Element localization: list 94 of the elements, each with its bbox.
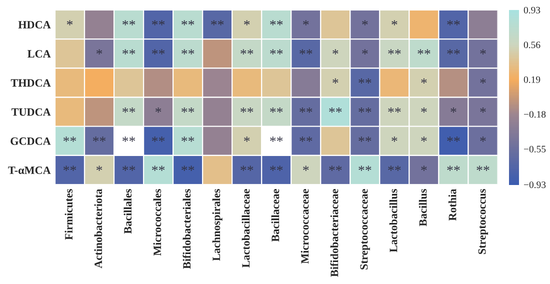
- data-label: *: [244, 20, 250, 26]
- data-label: *: [421, 166, 427, 171]
- data-label: **: [240, 108, 254, 113]
- data-label: **: [388, 49, 401, 54]
- data-label: **: [447, 49, 460, 54]
- data-label: **: [122, 49, 136, 54]
- y-tick-label: T-αMCA: [8, 166, 51, 174]
- x-tick-label: Lactobacillaceae: [242, 189, 250, 268]
- y-tick-label: HDCA: [18, 20, 51, 28]
- color-bar-label: −0.18: [524, 111, 546, 118]
- data-label: *: [480, 108, 486, 113]
- data-label: *: [392, 20, 398, 26]
- data-label: *: [362, 20, 368, 26]
- data-label: *: [421, 78, 427, 84]
- data-label: **: [122, 166, 136, 171]
- data-label: **: [152, 49, 165, 54]
- y-tick-label: GCDCA: [10, 137, 51, 145]
- data-label: **: [182, 136, 194, 142]
- data-label: **: [122, 108, 136, 113]
- data-label: **: [447, 136, 460, 142]
- color-bar-label: 0.19: [524, 76, 540, 83]
- y-tick-label: TUDCA: [12, 108, 51, 116]
- data-label: **: [240, 49, 254, 54]
- data-label: **: [152, 136, 165, 142]
- data-label: *: [156, 108, 162, 113]
- color-bar-label: −0.93: [524, 182, 546, 188]
- data-label: **: [93, 136, 106, 142]
- data-label: *: [421, 108, 427, 113]
- data-label: **: [182, 20, 194, 26]
- x-tick-label: Micrococcales: [153, 189, 162, 256]
- data-label: **: [358, 136, 372, 142]
- data-label: *: [450, 108, 456, 113]
- data-label: **: [329, 108, 342, 113]
- x-tick-label: Bacillus: [418, 189, 427, 226]
- color-bar-label: 0.93: [524, 6, 540, 14]
- x-tick-label: Rothia: [448, 188, 456, 221]
- text: **: [122, 136, 136, 142]
- data-label: **: [358, 78, 372, 84]
- data-label: **: [358, 166, 372, 171]
- data-label: **: [211, 20, 224, 26]
- y-tick-label: LCA: [28, 50, 51, 58]
- data-label: *: [96, 49, 102, 54]
- x-tick-label: Micrococcaceae: [300, 189, 309, 264]
- data-label: **: [270, 20, 283, 26]
- color-bar-label: −0.55: [524, 146, 546, 152]
- x-tick-label: Streptococcus: [478, 189, 488, 254]
- data-label: *: [244, 136, 250, 142]
- data-label: **: [270, 166, 283, 171]
- x-tick-label: Streptococcaceae: [360, 189, 370, 270]
- data-label: **: [240, 166, 254, 171]
- x-tick-label: Bifidobacteriales: [182, 189, 191, 269]
- data-label: *: [332, 49, 338, 54]
- data-label: **: [182, 108, 194, 113]
- color-bar-label: 0.56: [524, 42, 540, 48]
- x-tick-label: Actinobacteriota: [94, 188, 102, 268]
- data-label: *: [303, 166, 309, 171]
- data-label: **: [152, 20, 165, 26]
- y-tick-label: THDCA: [10, 79, 51, 87]
- data-label: **: [122, 20, 136, 26]
- data-label: **: [388, 166, 401, 171]
- data-label: *: [480, 49, 486, 54]
- data-label: *: [421, 136, 427, 142]
- x-tick-label: Bifidobacteriaceae: [330, 189, 338, 277]
- text: **: [270, 136, 283, 142]
- x-tick-label: Firmicutes: [64, 189, 73, 240]
- data-label: **: [182, 166, 194, 171]
- x-tick-label: Lachnospirales: [212, 189, 222, 261]
- x-tick-label: Bacillaceae: [271, 189, 280, 242]
- data-label: **: [182, 49, 194, 54]
- data-label: *: [66, 20, 73, 26]
- data-label: **: [300, 136, 312, 142]
- data-label: *: [96, 166, 102, 171]
- data-label: **: [300, 108, 312, 113]
- data-label: **: [300, 49, 312, 54]
- x-tick-label: Lactobacillus: [389, 189, 398, 252]
- data-label: *: [362, 49, 368, 54]
- x-tick-label: Bacillales: [124, 189, 132, 234]
- data-label: **: [63, 166, 76, 171]
- data-label: *: [480, 78, 486, 84]
- data-label: **: [329, 166, 342, 171]
- data-label: **: [447, 20, 460, 26]
- data-label: *: [392, 136, 398, 142]
- data-label: *: [332, 78, 338, 84]
- data-label: **: [270, 108, 283, 113]
- data-label: **: [270, 49, 283, 54]
- data-label: **: [388, 108, 401, 113]
- data-label: **: [358, 108, 372, 113]
- data-label: **: [476, 166, 490, 171]
- data-label: **: [63, 136, 76, 142]
- data-label: **: [152, 166, 165, 171]
- data-label: *: [480, 136, 486, 142]
- data-label: **: [418, 49, 430, 54]
- data-label: **: [447, 166, 460, 171]
- data-label: *: [303, 20, 309, 26]
